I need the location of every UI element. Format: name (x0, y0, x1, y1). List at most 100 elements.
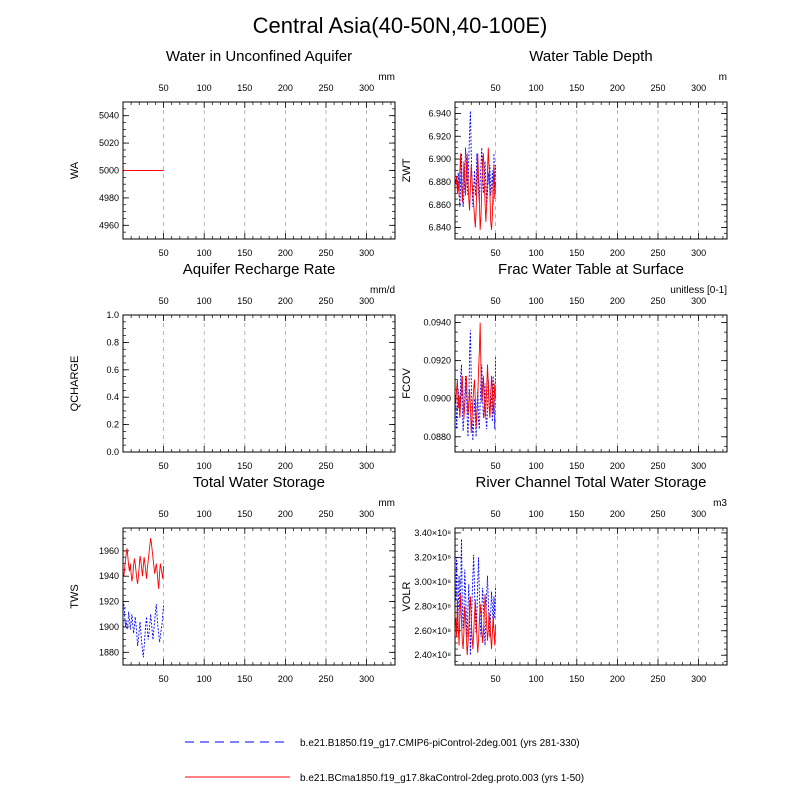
panel-title: River Channel Total Water Storage (476, 474, 707, 491)
series-line-run1 (123, 604, 165, 658)
x-tick-label-top: 300 (359, 296, 374, 306)
y-tick-label: 0.0900 (423, 394, 451, 404)
panel-qcharge: Aquifer Recharge Rate mm/d QCHARGE 50 50 100 1… (69, 261, 396, 471)
x-tick-label-top: 100 (197, 296, 212, 306)
x-tick-label-top: 200 (278, 509, 293, 519)
units-label: mm (378, 72, 395, 83)
x-tick-label-bottom: 50 (491, 674, 501, 684)
x-tick-label-bottom: 200 (610, 461, 625, 471)
x-tick-label-bottom: 300 (359, 461, 374, 471)
x-tick-label-top: 200 (278, 83, 293, 93)
y-tick-label: 0.2 (106, 420, 119, 430)
x-tick-label-bottom: 200 (610, 674, 625, 684)
plot-frame (122, 314, 396, 453)
units-label: mm (378, 498, 395, 509)
x-tick-label-top: 100 (529, 83, 544, 93)
y-tick-label: 2.80×10⁸ (414, 601, 451, 611)
y-tick-label: 0.0920 (423, 356, 451, 366)
y-tick-label: 1960 (99, 546, 119, 556)
units-label: unitless [0-1] (670, 285, 727, 296)
y-tick-label: 6.840 (428, 223, 451, 233)
panel-title: Frac Water Table at Surface (498, 261, 684, 278)
x-tick-label-bottom: 100 (197, 248, 212, 258)
panel-volr: River Channel Total Water Storage m3 VOLR 5… (401, 474, 728, 684)
x-tick-label-bottom: 300 (691, 248, 706, 258)
x-tick-label-bottom: 250 (318, 674, 333, 684)
panel-title: Water Table Depth (529, 48, 652, 65)
y-tick-label: 6.860 (428, 200, 451, 210)
panel-zwt: Water Table Depth m ZWT 50 50 100 100 150 150 200… (401, 48, 728, 258)
y-tick-label: 6.900 (428, 154, 451, 164)
y-tick-label: 0.0 (106, 447, 119, 457)
y-tick-label: 0.4 (106, 392, 119, 402)
y-tick-label: 4980 (99, 193, 119, 203)
x-tick-label-top: 100 (197, 509, 212, 519)
x-tick-label-bottom: 250 (318, 248, 333, 258)
x-tick-label-bottom: 150 (237, 674, 252, 684)
x-tick-label-top: 100 (529, 296, 544, 306)
y-tick-label: 3.00×10⁸ (414, 577, 451, 587)
x-tick-label-bottom: 150 (237, 248, 252, 258)
x-tick-label-bottom: 250 (650, 248, 665, 258)
plot-frame (122, 101, 396, 240)
y-tick-label: 0.8 (106, 337, 119, 347)
x-tick-label-top: 150 (569, 296, 584, 306)
x-tick-label-top: 250 (650, 83, 665, 93)
y-tick-label: 6.920 (428, 131, 451, 141)
x-tick-label-top: 300 (691, 509, 706, 519)
x-tick-label-bottom: 200 (278, 674, 293, 684)
x-tick-label-bottom: 150 (237, 461, 252, 471)
y-axis-label: TWS (69, 584, 81, 608)
x-tick-label-top: 50 (491, 296, 501, 306)
y-tick-label: 3.20×10⁸ (414, 552, 451, 562)
x-tick-label-top: 250 (318, 83, 333, 93)
y-axis-label: FCOV (401, 368, 413, 399)
x-tick-label-top: 200 (610, 509, 625, 519)
x-tick-label-bottom: 100 (529, 461, 544, 471)
y-tick-label: 5020 (99, 138, 119, 148)
y-axis-label: QCHARGE (69, 356, 81, 412)
x-tick-label-bottom: 50 (491, 461, 501, 471)
x-tick-label-top: 150 (569, 83, 584, 93)
y-tick-label: 1880 (99, 647, 119, 657)
y-tick-label: 6.880 (428, 177, 451, 187)
series-line-run2 (123, 538, 165, 589)
y-tick-label: 4960 (99, 220, 119, 230)
x-tick-label-bottom: 150 (569, 674, 584, 684)
x-tick-label-top: 50 (159, 83, 169, 93)
x-tick-label-bottom: 250 (650, 461, 665, 471)
panel-title: Water in Unconfined Aquifer (166, 48, 352, 65)
x-tick-label-top: 100 (197, 83, 212, 93)
x-tick-label-top: 200 (610, 83, 625, 93)
x-tick-label-bottom: 100 (197, 674, 212, 684)
series-line-run2 (455, 147, 497, 230)
x-tick-label-bottom: 50 (159, 248, 169, 258)
y-tick-label: 1940 (99, 571, 119, 581)
y-tick-label: 0.0880 (423, 432, 451, 442)
x-tick-label-bottom: 200 (278, 461, 293, 471)
x-tick-label-bottom: 150 (569, 461, 584, 471)
panel-fcov: Frac Water Table at Surface unitless [0-1… (401, 261, 728, 471)
plot-frame (454, 101, 728, 240)
y-tick-label: 5000 (99, 166, 119, 176)
y-tick-label: 2.40×10⁸ (414, 650, 451, 660)
y-tick-label: 3.40×10⁸ (414, 528, 451, 538)
x-tick-label-top: 150 (237, 509, 252, 519)
units-label: m (719, 72, 727, 83)
x-tick-label-top: 300 (691, 83, 706, 93)
y-tick-label: 0.0940 (423, 318, 451, 328)
y-axis-label: WA (69, 161, 81, 179)
x-tick-label-bottom: 300 (691, 461, 706, 471)
legend: b.e21.B1850.f19_g17.CMIP6-piControl-2deg… (185, 738, 584, 784)
plot-frame (454, 527, 728, 666)
y-tick-label: 5040 (99, 111, 119, 121)
x-tick-label-top: 150 (569, 509, 584, 519)
units-label: m3 (713, 498, 727, 509)
y-axis-label: ZWT (401, 158, 413, 182)
x-tick-label-bottom: 100 (529, 674, 544, 684)
y-tick-label: 0.6 (106, 365, 119, 375)
x-tick-label-bottom: 50 (159, 461, 169, 471)
panel-tws: Total Water Storage mm TWS 50 50 100 100 150 150… (69, 474, 396, 684)
x-tick-label-bottom: 50 (159, 674, 169, 684)
